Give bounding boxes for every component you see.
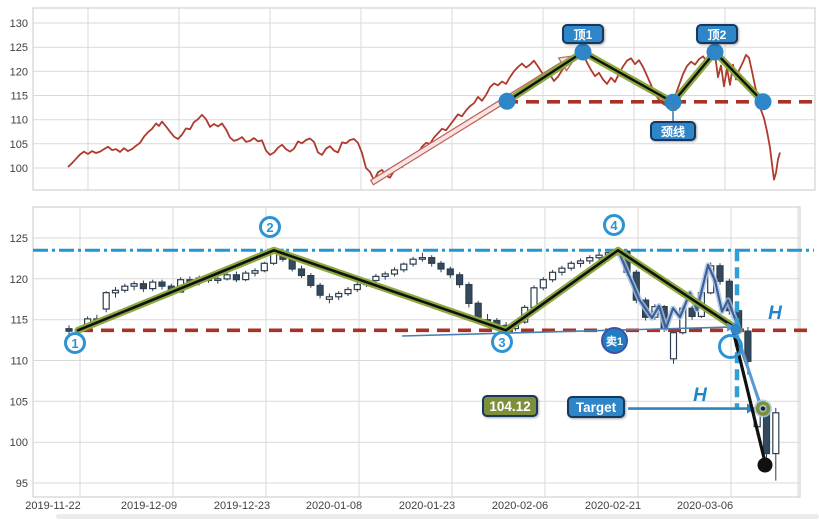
candle <box>381 273 389 277</box>
candle <box>465 284 473 305</box>
y-tick-label: 115 <box>10 91 28 103</box>
sell-signal-badge: 卖1 <box>601 327 628 354</box>
plot-border <box>32 206 801 498</box>
wave-point-1-marker: 1 <box>64 332 86 354</box>
h-label-lower: H <box>693 385 707 406</box>
y-tick-label: 115 <box>10 315 28 327</box>
candle <box>335 292 343 298</box>
x-tick-label: 2020-02-21 <box>585 500 641 512</box>
candle <box>223 274 231 280</box>
candle <box>316 284 324 296</box>
price-wave-overlay <box>616 249 741 330</box>
final-low-dot <box>757 457 773 473</box>
price-line <box>67 51 781 182</box>
candle <box>567 262 575 269</box>
candle <box>372 275 380 282</box>
candle <box>744 330 752 362</box>
candle <box>344 288 352 295</box>
candle <box>400 263 408 271</box>
candle <box>595 254 603 259</box>
candle <box>437 262 445 270</box>
y-tick-label: 100 <box>10 437 28 449</box>
y-tick-label: 125 <box>10 233 28 245</box>
wave-point-2-marker: 2 <box>259 216 281 238</box>
candle <box>251 270 259 274</box>
x-tick-label: 2020-03-06 <box>677 500 733 512</box>
candle <box>149 281 157 290</box>
candle <box>111 289 120 294</box>
target-dot <box>755 401 771 416</box>
target-box: Target <box>567 396 625 418</box>
x-tick-label: 2020-01-23 <box>399 500 455 512</box>
candle <box>353 284 361 291</box>
x-tick-label: 2019-11-22 <box>25 500 80 512</box>
candle <box>576 260 585 264</box>
candle <box>158 281 166 287</box>
candle <box>214 278 222 281</box>
candle <box>688 307 696 318</box>
candle <box>539 279 547 289</box>
candle <box>586 257 594 262</box>
y-tick-label: 95 <box>16 478 28 490</box>
candle <box>428 257 436 264</box>
pattern-point-dot <box>706 43 724 61</box>
wave-point-4-marker: 4 <box>603 214 625 236</box>
y-tick-label: 105 <box>10 396 28 408</box>
candle <box>716 265 724 282</box>
breakout-circle-marker <box>718 334 743 359</box>
pattern-point-dot <box>754 93 772 111</box>
top1-label: 顶1 <box>562 24 604 44</box>
plot-border <box>32 7 816 191</box>
candle <box>418 257 426 260</box>
candle <box>121 285 129 291</box>
candle <box>446 268 454 276</box>
top2-label: 顶2 <box>696 24 738 44</box>
candle <box>130 283 138 287</box>
y-tick-label: 100 <box>10 163 28 175</box>
candle <box>409 258 417 265</box>
candle <box>325 296 333 300</box>
candle <box>772 412 780 455</box>
pattern-point-dot <box>664 93 682 111</box>
x-tick-label: 2019-12-09 <box>121 500 177 512</box>
breakout-dot <box>730 323 742 335</box>
target-price-box: 104.12 <box>482 395 538 417</box>
candle <box>232 274 240 281</box>
candle <box>65 328 73 332</box>
y-tick-label: 110 <box>10 115 28 127</box>
candle <box>456 274 464 286</box>
candle <box>139 283 147 290</box>
x-tick-label: 2020-02-06 <box>492 500 548 512</box>
y-tick-label: 105 <box>10 139 28 151</box>
y-tick-label: 130 <box>10 18 28 30</box>
candle <box>474 302 482 318</box>
sell-pointer-line <box>401 326 731 337</box>
candle <box>307 275 315 287</box>
candle <box>669 332 678 360</box>
h-label-upper: H <box>768 303 782 324</box>
x-tick-label: 2020-01-08 <box>306 500 362 512</box>
y-tick-label: 120 <box>10 66 28 78</box>
candle <box>558 267 566 273</box>
horizontal-scrollbar[interactable] <box>56 514 819 519</box>
candle <box>297 268 306 277</box>
candle <box>530 287 538 308</box>
wave-point-3-marker: 3 <box>491 331 513 353</box>
neckline-label: 颈线 <box>650 121 696 141</box>
y-tick-label: 125 <box>10 42 28 54</box>
candle <box>102 292 110 310</box>
candle <box>390 269 399 275</box>
candle <box>242 272 250 281</box>
pattern-point-dot <box>498 92 516 110</box>
candle <box>548 271 557 281</box>
x-tick-label: 2019-12-23 <box>214 500 270 512</box>
y-tick-label: 110 <box>10 356 28 368</box>
candle <box>260 262 268 272</box>
y-tick-label: 120 <box>10 274 28 286</box>
pattern-point-dot <box>574 43 592 61</box>
